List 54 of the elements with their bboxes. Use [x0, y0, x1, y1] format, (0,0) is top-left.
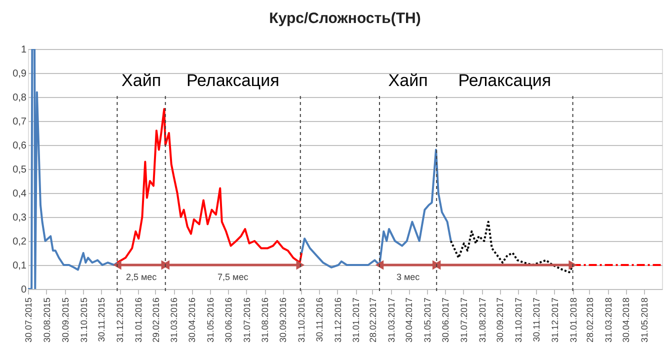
x-tick-label: 31.08.2017 [477, 298, 488, 343]
x-tick-label: 30.07.2015 [24, 298, 34, 343]
x-tick-label: 31.05.2018 [640, 298, 650, 343]
y-tick-label: 0,8 [12, 92, 27, 104]
x-tick-label: 31.03.2016 [169, 298, 180, 343]
y-tick-label: 1 [20, 44, 27, 56]
x-tick-label: 31.01.2016 [134, 298, 144, 343]
x-tick-label: 31.03.2017 [386, 298, 396, 343]
y-tick-label: 0,2 [12, 236, 27, 248]
x-tick-label: 31.10.2015 [78, 298, 89, 343]
chart-title: Курс/Сложность(TH) [269, 10, 421, 27]
y-tick-label: 0,5 [12, 164, 27, 176]
x-tick-label: 30.08.2015 [42, 298, 52, 343]
annotation: Релаксация [186, 71, 280, 90]
x-tick-label: 28.02.2018 [584, 298, 595, 343]
x-tick-label: 30.11.2017 [531, 298, 542, 342]
x-tick-label: 31.12.2015 [115, 298, 126, 343]
y-tick-label: 0 [20, 284, 27, 296]
x-tick-label: 30.11.2015 [96, 298, 107, 342]
annotation: 3 мес [396, 272, 420, 282]
x-tick-label: 29.02.2016 [150, 298, 161, 343]
x-tick-label: 31.07.2017 [458, 298, 469, 343]
y-tick-label: 0,1 [12, 260, 27, 272]
x-tick-label: 31.08.2016 [260, 298, 270, 343]
x-tick-label: 31.10.2017 [514, 298, 524, 343]
x-tick-label: 28.02.2017 [368, 298, 378, 343]
x-tick-label: 30.06.2017 [440, 298, 450, 343]
x-tick-label: 31.12.2016 [332, 298, 343, 343]
x-tick-label: 31.10.2016 [296, 298, 306, 343]
x-tick-label: 30.04.2016 [187, 298, 198, 343]
annotation: 2,5 мес [126, 272, 158, 282]
y-tick-label: 0,9 [12, 68, 27, 80]
x-tick-label: 31.01.2018 [568, 298, 578, 343]
x-tick-label: 31.07.2016 [242, 298, 252, 343]
x-tick-label: 30.04.2018 [621, 298, 632, 343]
y-tick-label: 0,6 [12, 140, 27, 152]
x-tick-label: 30.09.2015 [60, 298, 70, 343]
x-tick-label: 31.01.2017 [351, 298, 362, 343]
annotation: 7,5 мес [218, 272, 249, 282]
y-tick-label: 0,7 [12, 116, 27, 128]
annotation: Хайп [122, 71, 162, 90]
y-tick-label: 0,4 [12, 188, 27, 200]
x-tick-label: 30.04.2017 [404, 298, 414, 343]
x-tick-label: 30.11.2016 [314, 298, 324, 342]
x-tick-label: 30.09.2017 [495, 298, 506, 343]
x-tick-label: 31.05.2017 [422, 298, 433, 343]
x-tick-label: 30.06.2016 [223, 298, 234, 343]
x-tick-label: 30.09.2016 [278, 298, 288, 343]
annotation: Релаксация [458, 71, 552, 90]
x-tick-label: 31.05.2016 [205, 298, 216, 343]
annotation: Хайп [388, 71, 428, 90]
x-tick-label: 31.12.2017 [550, 298, 560, 343]
y-tick-label: 0,3 [12, 212, 27, 224]
x-tick-label: 31.03.2018 [603, 298, 614, 343]
